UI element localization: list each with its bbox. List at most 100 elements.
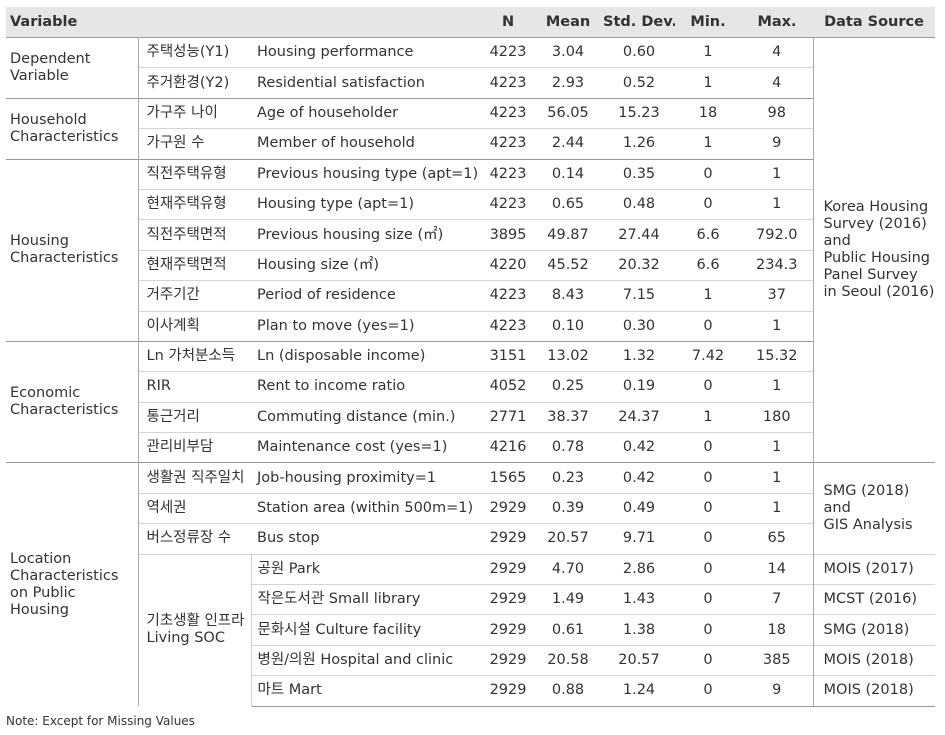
number-cell: 0.35 [603, 158, 676, 190]
header-cell: Std. Dev. [603, 7, 676, 38]
number-cell: 1 [741, 492, 814, 524]
number-cell: 2929 [483, 523, 534, 555]
korean-cell: 이사계획 [138, 310, 251, 342]
korean-cell: 직전주택면적 [138, 219, 251, 251]
number-cell: 0.23 [533, 462, 604, 494]
number-cell: 0.88 [533, 675, 604, 707]
variable-cell: Economic Characteristics [6, 340, 139, 463]
english-cell: Previous housing size (㎡) [251, 219, 484, 251]
number-cell: 2.93 [533, 67, 604, 99]
number-cell: 0.60 [603, 36, 676, 68]
number-cell: 4052 [483, 371, 534, 403]
number-cell: 4223 [483, 188, 534, 220]
number-cell: 3895 [483, 219, 534, 251]
number-cell: 180 [741, 401, 814, 433]
english-cell: Bus stop [251, 523, 484, 555]
table-row: 문화시설 Culture facility 2929 0.61 1.38 0 18 SMG … [6, 614, 936, 646]
english-cell: Rent to income ratio [251, 371, 484, 403]
number-cell: 1.26 [603, 128, 676, 160]
korean-cell: 가구주 나이 [138, 97, 251, 129]
number-cell: 1.49 [533, 584, 604, 615]
english-cell: Maintenance cost (yes=1) [251, 432, 484, 463]
number-cell: 65 [741, 523, 814, 555]
source-cell: Korea Housing Survey (2016) and Public H… [812, 36, 936, 463]
table-row: 가구원 수 Member of household 4223 2.44 1.26 1 9 [6, 128, 935, 160]
number-cell: 1 [741, 310, 814, 342]
variable-cell: Household Characteristics [6, 97, 139, 160]
variable-cell: Housing Characteristics [6, 158, 139, 342]
number-cell: 0 [675, 432, 742, 463]
table-row: Location Characteristics on Public Housi… [6, 462, 936, 707]
korean-cell: 관리비부담 [138, 432, 251, 463]
english-cell: Housing type (apt=1) [251, 188, 484, 220]
number-cell: 0 [675, 371, 742, 403]
number-cell: 6.6 [675, 249, 742, 281]
number-cell: 0 [675, 614, 742, 646]
table-row: 병원/의원 Hospital and clinic 2929 20.58 20.57 0… [6, 644, 936, 676]
number-cell: 1 [675, 36, 742, 68]
korean-cell: 생활권 직주일치 [138, 462, 251, 494]
number-cell: 0.42 [603, 462, 676, 494]
table-row: 버스정류장 수 Bus stop 2929 20.57 9.71 0 65 [6, 523, 935, 555]
number-cell: 1.38 [603, 614, 676, 646]
number-cell: 0.61 [533, 614, 604, 646]
number-cell: 1 [741, 371, 814, 403]
table-row: 작은도서관 Small library 2929 1.49 1.43 0 7 MCST (2… [6, 584, 936, 615]
table-row: 이사계획 Plan to move (yes=1) 4223 0.10 0.30 0 1 [6, 310, 935, 342]
number-cell: 2929 [483, 553, 534, 585]
number-cell: 7 [741, 584, 814, 615]
number-cell: 0 [675, 675, 742, 707]
english-cell: Previous housing type (apt=1) [251, 158, 484, 190]
english-cell: Job-housing proximity=1 [251, 462, 484, 494]
table-row: 관리비부담 Maintenance cost (yes=1) 4216 0.78 0.4… [6, 432, 935, 463]
table-row: 기초생활 인프라 Living SOC 공원 Park 2929 4.70 2.86 0 1… [6, 553, 936, 707]
header-row: Variable N Mean Std. Dev. Min. Max. Data Sourc… [6, 7, 936, 38]
korean-cell: RIR [138, 371, 251, 403]
number-cell: 13.02 [533, 340, 604, 372]
statistics-table: Variable N Mean Std. Dev. Min. Max. Data Sourc… [6, 7, 936, 707]
number-cell: 1 [675, 128, 742, 160]
table-row: 주거환경(Y2) Residential satisfaction 4223 2.93… [6, 67, 935, 99]
english-cell: 공원 Park [251, 553, 484, 585]
number-cell: 0.39 [533, 492, 604, 524]
header-cell: Max. [741, 7, 814, 38]
number-cell: 1 [675, 67, 742, 99]
number-cell: 2.44 [533, 128, 604, 160]
number-cell: 1.32 [603, 340, 676, 372]
number-cell: 15.23 [603, 97, 676, 129]
table-wrap: Variable N Mean Std. Dev. Min. Max. Data Sourc… [6, 7, 936, 707]
number-cell: 2929 [483, 584, 534, 615]
korean-cell: 버스정류장 수 [138, 523, 251, 555]
number-cell: 18 [675, 97, 742, 129]
number-cell: 0 [675, 492, 742, 524]
table-row: 직전주택면적 Previous housing size (㎡) 3895 49.87… [6, 219, 935, 251]
source-cell: SMG (2018) [812, 614, 936, 646]
table-row: 거주기간 Period of residence 4223 8.43 7.15 1 37 [6, 280, 935, 312]
number-cell: 2929 [483, 492, 534, 524]
number-cell: 0.30 [603, 310, 676, 342]
number-cell: 6.6 [675, 219, 742, 251]
source-cell: MOIS (2018) [812, 675, 936, 707]
number-cell: 18 [741, 614, 814, 646]
number-cell: 0 [675, 462, 742, 494]
number-cell: 1 [675, 280, 742, 312]
table-row: 현재주택면적 Housing size (㎡) 4220 45.52 20.32 6.6 2… [6, 249, 935, 281]
number-cell: 1.43 [603, 584, 676, 615]
number-cell: 7.15 [603, 280, 676, 312]
number-cell: 24.37 [603, 401, 676, 433]
source-cell: MOIS (2018) [812, 644, 936, 676]
number-cell: 27.44 [603, 219, 676, 251]
number-cell: 0.25 [533, 371, 604, 403]
number-cell: 0 [675, 310, 742, 342]
table-row: Dependent Variable 주택성능(Y1) Housing perfor… [6, 36, 936, 463]
table-row: 현재주택유형 Housing type (apt=1) 4223 0.65 0.48 0 1 [6, 188, 935, 220]
source-cell: MOIS (2017) [812, 553, 936, 585]
number-cell: 1 [741, 432, 814, 463]
english-cell: Commuting distance (min.) [251, 401, 484, 433]
number-cell: 1 [741, 188, 814, 220]
number-cell: 9.71 [603, 523, 676, 555]
note: Note: Except for Missing Values [6, 714, 195, 728]
number-cell: 4223 [483, 280, 534, 312]
source-cell: MCST (2016) [812, 584, 936, 615]
number-cell: 4223 [483, 97, 534, 129]
